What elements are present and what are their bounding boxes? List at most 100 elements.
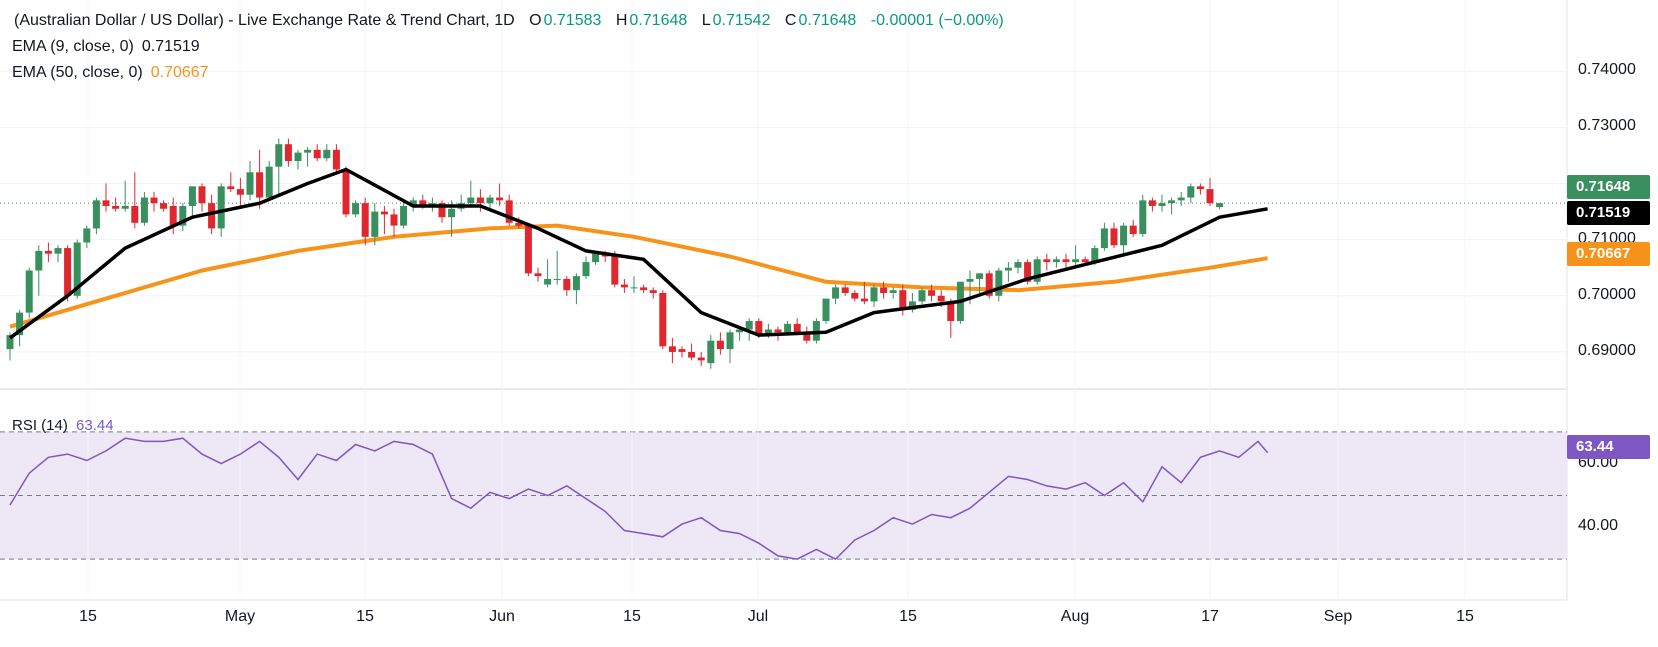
- time-tick-label: May: [224, 608, 256, 625]
- candle-body: [102, 200, 110, 206]
- open-value: 0.71583: [543, 12, 602, 29]
- candle-body: [592, 253, 600, 263]
- candle-body: [774, 329, 782, 333]
- candle-body: [1004, 267, 1012, 271]
- time-tick-label: 15: [1456, 608, 1474, 625]
- ema9-legend[interactable]: EMA (9, close, 0) 0.71519: [12, 38, 200, 56]
- candle-body: [380, 211, 388, 215]
- candle-body: [524, 225, 532, 274]
- candle-body: [64, 248, 72, 296]
- candle-body: [812, 321, 820, 341]
- candle-body: [553, 278, 561, 280]
- candle-body: [1177, 197, 1185, 201]
- price-tick-label: 0.70000: [1578, 285, 1636, 303]
- candle-body: [736, 329, 744, 333]
- candle-body: [1072, 259, 1080, 263]
- candle-body: [1158, 203, 1166, 206]
- candle-body: [995, 270, 1003, 296]
- ema50-line: [9, 223, 1268, 329]
- candle-body: [284, 144, 292, 162]
- candle-body: [649, 290, 657, 293]
- candle-body: [726, 332, 734, 350]
- rsi-legend[interactable]: RSI (14) 63.44: [12, 417, 114, 434]
- candle-body: [1139, 200, 1147, 235]
- candle-body: [870, 287, 878, 302]
- ema9-line: [8, 167, 1268, 340]
- candle-body: [707, 340, 715, 364]
- high-label: H: [615, 12, 628, 29]
- candle-body: [390, 214, 398, 226]
- low-label: L: [701, 12, 711, 29]
- candle-body: [745, 321, 753, 330]
- rsi-tick-label: 40.00: [1578, 517, 1619, 535]
- low-value: 0.71542: [712, 12, 771, 29]
- candle-body: [352, 203, 360, 215]
- candle-body: [332, 149, 340, 170]
- candle-body: [899, 290, 907, 310]
- close-label: C: [784, 12, 797, 29]
- candle-body: [486, 197, 494, 204]
- candle-body: [908, 301, 916, 310]
- candle-body: [630, 287, 638, 289]
- time-tick-label: 17: [1201, 608, 1219, 625]
- candle-body: [1091, 248, 1099, 263]
- change-value: -0.00001 (−0.00%): [870, 12, 1004, 29]
- candle-body: [620, 284, 628, 288]
- open-label: O: [529, 12, 542, 29]
- price-tick-label: 0.74000: [1578, 61, 1636, 79]
- candle-body: [947, 301, 955, 322]
- time-tick-label: Jul: [747, 608, 769, 625]
- candle-body: [1052, 259, 1060, 263]
- candle-body: [16, 312, 24, 336]
- candle-body: [1110, 228, 1118, 246]
- candle-body: [256, 172, 264, 198]
- candle-body: [1129, 225, 1137, 235]
- time-tick-label: 15: [79, 608, 97, 625]
- candle-body: [6, 335, 14, 350]
- candle-body: [227, 186, 235, 190]
- candle-body: [448, 208, 456, 218]
- price-tag: 0.71648: [1567, 175, 1650, 199]
- candle-body: [121, 205, 129, 209]
- candle-body: [361, 203, 369, 237]
- candle-body: [860, 298, 868, 302]
- candle-body: [1024, 262, 1032, 282]
- price-tick-label: 0.69000: [1578, 341, 1636, 359]
- candle-body: [1062, 259, 1070, 263]
- ema9-value: 0.71519: [141, 38, 200, 55]
- price-tick-label: 0.73000: [1578, 117, 1636, 135]
- candle-body: [515, 222, 523, 226]
- candle-body: [313, 149, 321, 159]
- candle-body: [371, 211, 379, 237]
- candle-body: [323, 149, 331, 159]
- candle-body: [678, 349, 686, 352]
- candle-body: [44, 250, 52, 254]
- candle-body: [716, 340, 724, 350]
- high-value: 0.71648: [629, 12, 688, 29]
- candle-body: [572, 276, 580, 291]
- candle-body: [188, 186, 196, 206]
- ema50-value: 0.70667: [150, 64, 209, 81]
- candle-body: [265, 166, 273, 198]
- candle-body: [611, 256, 619, 285]
- candle-body: [304, 149, 312, 153]
- candle-body: [1196, 186, 1204, 190]
- rsi-line: [9, 437, 1269, 561]
- candle-body: [1216, 203, 1224, 208]
- candle-body: [668, 346, 676, 352]
- candle-body: [1043, 259, 1051, 263]
- candle-body: [640, 287, 648, 291]
- ema50-legend[interactable]: EMA (50, close, 0) 0.70667: [12, 64, 209, 82]
- candle-body: [1148, 200, 1156, 206]
- candle-body: [755, 321, 763, 336]
- candle-body: [832, 287, 840, 299]
- candle-body: [409, 200, 417, 206]
- candle-body: [246, 172, 254, 195]
- candle-body: [851, 292, 859, 299]
- candle-body: [198, 186, 206, 204]
- candle-body: [419, 200, 427, 206]
- candle-body: [1187, 186, 1195, 198]
- candle-body: [496, 197, 504, 201]
- ema9-tag: 0.71519: [1567, 201, 1650, 225]
